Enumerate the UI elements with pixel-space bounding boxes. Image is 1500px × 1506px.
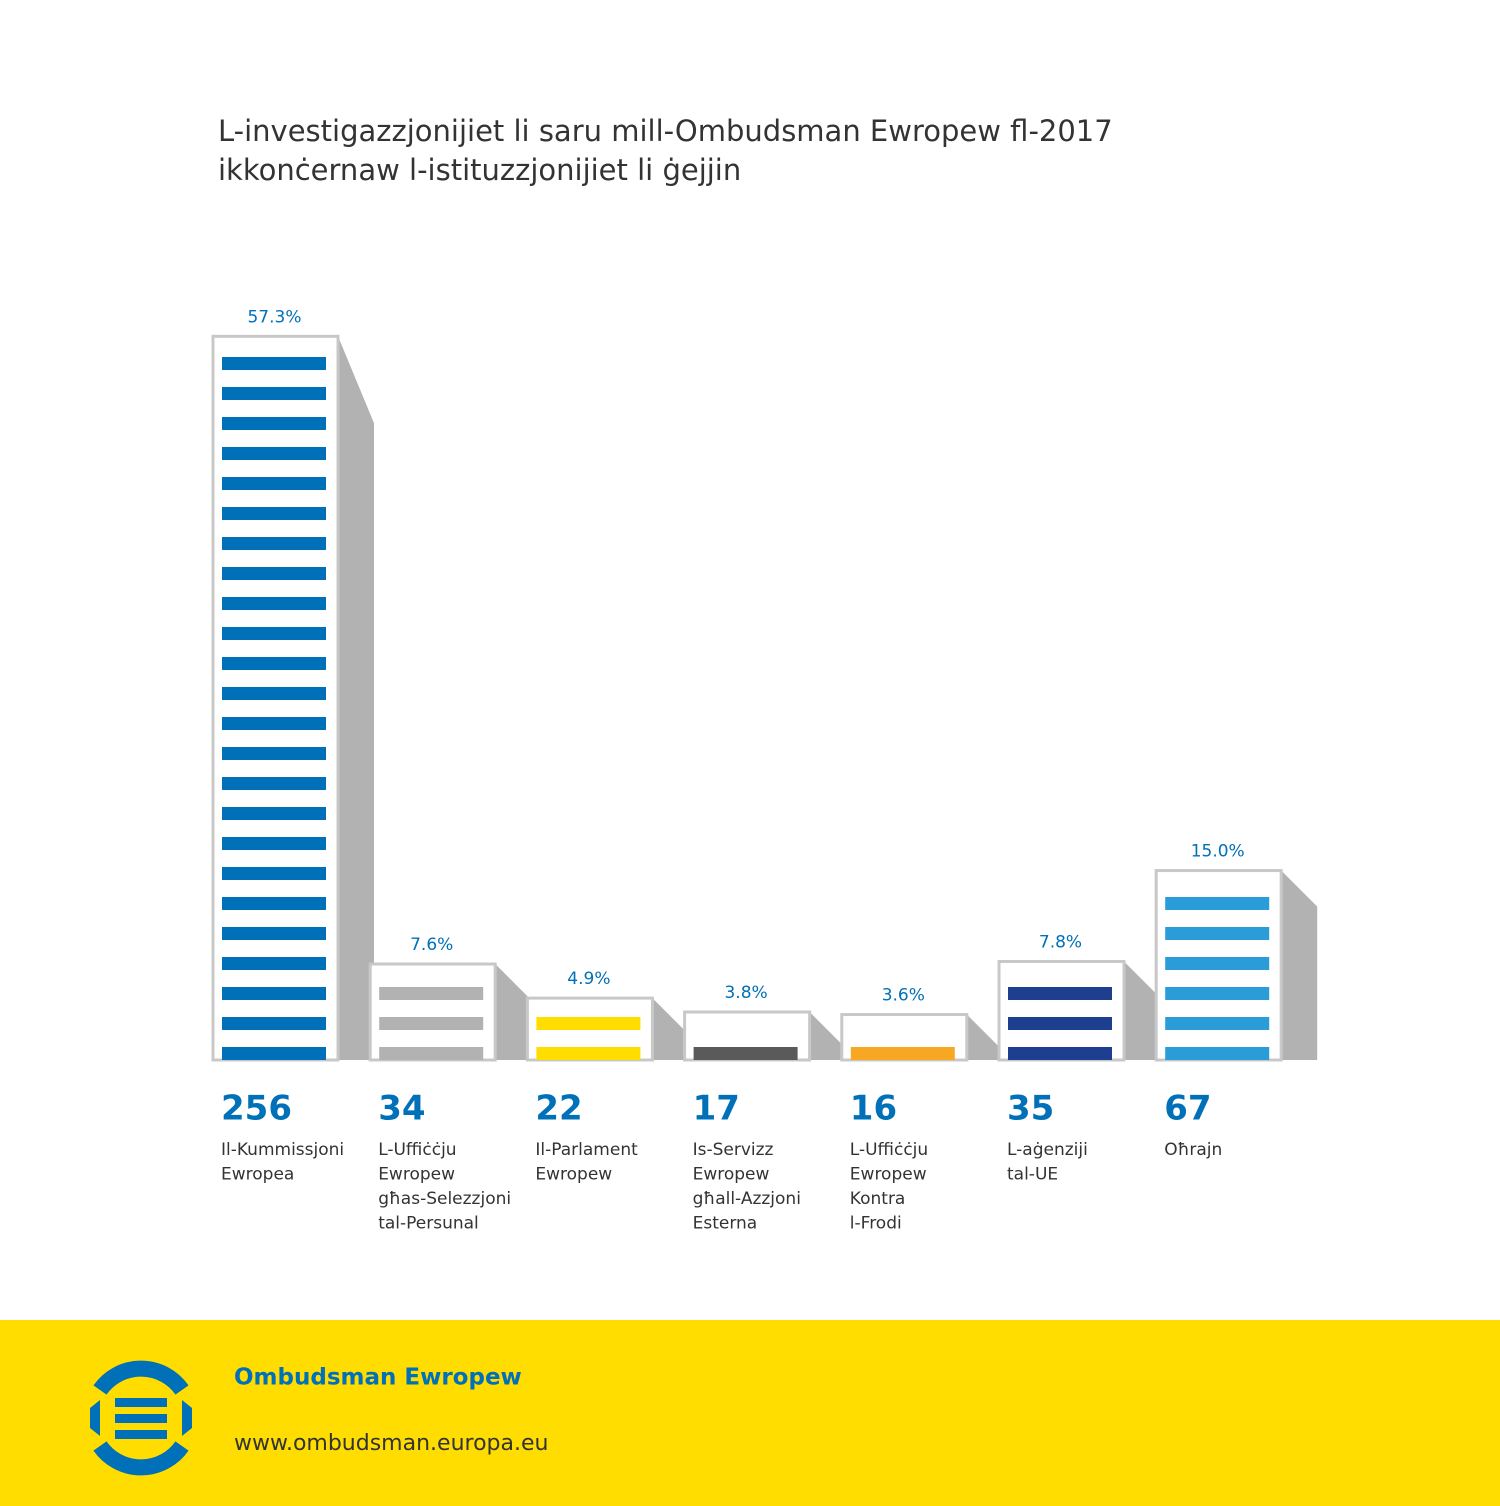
- count-label: 22: [535, 1089, 582, 1129]
- bar-stripe: [1008, 1047, 1112, 1060]
- count-label: 17: [693, 1089, 740, 1129]
- bar-stripe: [222, 717, 326, 730]
- bar-stripe: [222, 657, 326, 670]
- bar-shadow: [809, 1012, 846, 1060]
- bar-stripe: [1165, 987, 1270, 1000]
- bar-stripe: [222, 477, 326, 490]
- bar-stripe: [222, 1047, 326, 1060]
- bar-stripe: [222, 387, 326, 400]
- bar-stripe: [222, 537, 326, 550]
- bar-stripe: [379, 987, 484, 1000]
- bar-stripe: [222, 1017, 326, 1030]
- bar-stripe: [222, 927, 326, 940]
- value-label: 15.0%: [1191, 842, 1245, 862]
- bar-stripe: [1165, 957, 1270, 970]
- bar-stripe: [379, 1017, 484, 1030]
- bar-shadow: [495, 964, 532, 1060]
- bar-stripe: [536, 1047, 641, 1060]
- bar-stripe: [222, 507, 326, 520]
- value-label: 7.8%: [1039, 932, 1082, 952]
- bar-stripe: [1165, 1017, 1270, 1030]
- bar-stripe: [1008, 987, 1112, 1000]
- bar-stripe: [222, 957, 326, 970]
- value-label: 3.8%: [724, 983, 767, 1003]
- bar-shadow: [1281, 870, 1318, 1060]
- footer-band: [0, 1320, 1500, 1506]
- bar-stripe: [222, 777, 326, 790]
- footer-url: www.ombudsman.europa.eu: [234, 1431, 548, 1456]
- footer-name: Ombudsman Ewropew: [234, 1365, 522, 1391]
- bar-stripe: [222, 567, 326, 580]
- bar-stripe: [222, 447, 326, 460]
- count-label: 16: [850, 1089, 897, 1129]
- bar-stripe: [1165, 1047, 1270, 1060]
- bar-stripe: [222, 357, 326, 370]
- bar-stripe: [222, 897, 326, 910]
- count-label: 256: [221, 1089, 292, 1129]
- category-label: Oħrajn: [1164, 1140, 1222, 1160]
- bar-stripe: [222, 627, 326, 640]
- bar-stripe: [222, 597, 326, 610]
- bar-shadow: [338, 336, 374, 1060]
- category-label: L-Uffiċċju Ewropew Kontra l-Frodi: [850, 1140, 928, 1234]
- bar-stripe: [850, 1047, 955, 1060]
- bar-shadow: [652, 998, 689, 1060]
- bar-stripe: [1165, 897, 1270, 910]
- bar: [368, 962, 497, 1062]
- bar-stripe: [222, 747, 326, 760]
- logo: [90, 1360, 192, 1476]
- chart-title: ikkonċernaw l-istituzzjonijiet li ġejjin: [218, 153, 741, 187]
- bar-stripe: [536, 1017, 641, 1030]
- value-label: 57.3%: [247, 307, 301, 327]
- bar-stripe: [222, 807, 326, 820]
- bar-shadow: [1124, 961, 1160, 1060]
- count-label: 34: [378, 1089, 425, 1129]
- value-label: 7.6%: [410, 935, 453, 955]
- bar-stripe: [222, 867, 326, 880]
- category-label: Il-Kummissjoni Ewropea: [221, 1140, 344, 1185]
- bar-shadow: [966, 1014, 1003, 1060]
- bar-stripe: [1165, 927, 1270, 940]
- category-label: L-aġenziji tal-UE: [1007, 1140, 1088, 1185]
- bar: [997, 959, 1126, 1062]
- category-label: Is-Servizz Ewropew għall-Azzjoni Esterna: [693, 1140, 801, 1234]
- value-label: 3.6%: [882, 986, 925, 1006]
- count-label: 67: [1164, 1089, 1211, 1129]
- category-label: L-Uffiċċju Ewropew għas-Selezzjoni tal-Pers…: [378, 1140, 511, 1234]
- bar-stripe: [1008, 1017, 1112, 1030]
- bar-stripe: [222, 687, 326, 700]
- bar-stripe: [222, 987, 326, 1000]
- category-label: Il-Parlament Ewropew: [535, 1140, 638, 1185]
- bar-stripe: [379, 1047, 484, 1060]
- bar-stripe: [222, 417, 326, 430]
- chart-title: L-investigazzjonijiet li saru mill-Ombud…: [218, 114, 1113, 148]
- bar-stripe: [693, 1047, 798, 1060]
- value-label: 4.9%: [567, 969, 610, 989]
- bar-stripe: [222, 837, 326, 850]
- count-label: 35: [1007, 1089, 1054, 1129]
